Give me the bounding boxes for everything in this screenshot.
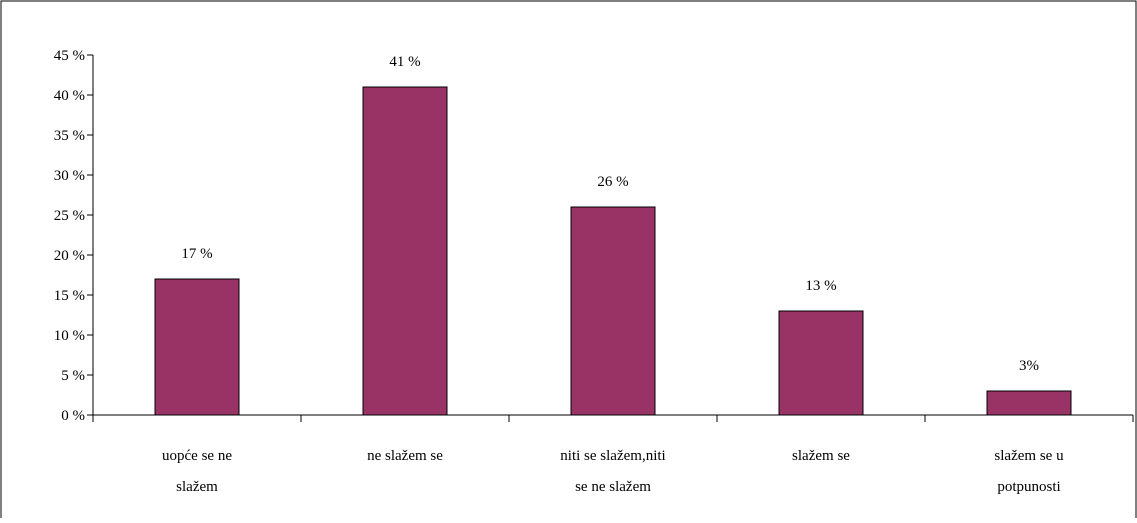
bar bbox=[362, 86, 448, 416]
data-label: 26 % bbox=[597, 174, 628, 190]
bar bbox=[570, 206, 656, 416]
x-category-label: uopće se ne bbox=[162, 448, 232, 464]
category-labels: uopće se ne slažem ne slažem se niti se sla… bbox=[162, 448, 1064, 495]
x-category-label: niti se slažem,niti bbox=[560, 448, 665, 464]
x-category-label: slažem se bbox=[792, 448, 850, 464]
x-axis bbox=[92, 414, 1134, 422]
bar bbox=[986, 390, 1072, 416]
y-tick-label: 35 % bbox=[54, 128, 85, 144]
x-category-label: ne slažem se bbox=[367, 448, 443, 464]
bar bbox=[154, 278, 240, 416]
x-category-label: se ne slažem bbox=[575, 479, 651, 495]
data-label: 3% bbox=[1019, 358, 1039, 374]
x-category-label: potpunosti bbox=[997, 479, 1060, 495]
y-tick-label: 5 % bbox=[61, 368, 85, 384]
y-tick-label: 25 % bbox=[54, 208, 85, 224]
data-label: 41 % bbox=[389, 54, 420, 70]
bars bbox=[154, 86, 1072, 416]
data-label: 13 % bbox=[805, 278, 836, 294]
y-tick-label: 40 % bbox=[54, 88, 85, 104]
y-tick-label: 30 % bbox=[54, 168, 85, 184]
y-axis: 0 % 5 % 10 % 15 % 20 % 25 % 30 % 35 % 40 % 45 % bbox=[54, 48, 94, 424]
x-category-label: slažem bbox=[176, 479, 218, 495]
x-category-label: slažem se u bbox=[994, 448, 1064, 464]
y-tick-label: 45 % bbox=[54, 48, 85, 64]
data-label: 17 % bbox=[181, 246, 212, 262]
y-tick-label: 0 % bbox=[61, 408, 85, 424]
y-tick-label: 15 % bbox=[54, 288, 85, 304]
data-labels: 17 % 41 % 26 % 13 % 3% bbox=[181, 54, 1039, 374]
bar bbox=[778, 310, 864, 416]
y-tick-label: 10 % bbox=[54, 328, 85, 344]
y-tick-label: 20 % bbox=[54, 248, 85, 264]
